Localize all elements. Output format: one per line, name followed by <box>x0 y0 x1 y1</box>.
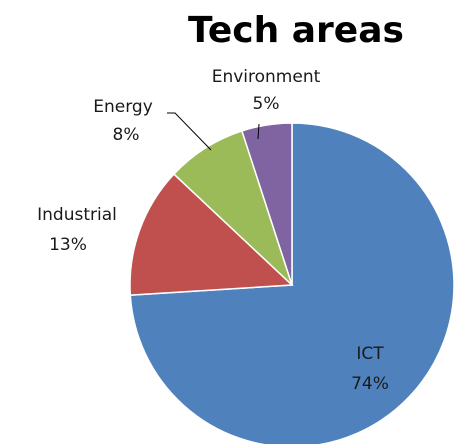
label-name-energy: Energy <box>93 97 153 117</box>
label-percent-ict: 74% <box>351 374 389 394</box>
leader-line-environment <box>257 123 260 140</box>
label-percent-environment: 5% <box>253 94 280 114</box>
leader-lines <box>167 112 260 151</box>
chart-title: Tech areas <box>188 10 404 51</box>
pie-slices <box>129 122 454 444</box>
label-percent-energy: 8% <box>113 125 140 145</box>
label-percent-industrial: 13% <box>49 235 87 255</box>
label-name-environment: Environment <box>212 67 321 87</box>
label-name-ict: ICT <box>356 344 384 364</box>
leader-line-energy <box>167 112 212 151</box>
pie-slice-environment <box>240 122 293 286</box>
slice-labels: Environment 5% Energy 8% Industrial 13% … <box>37 67 389 394</box>
label-name-industrial: Industrial <box>37 205 117 225</box>
pie-slice-industrial <box>129 173 294 296</box>
